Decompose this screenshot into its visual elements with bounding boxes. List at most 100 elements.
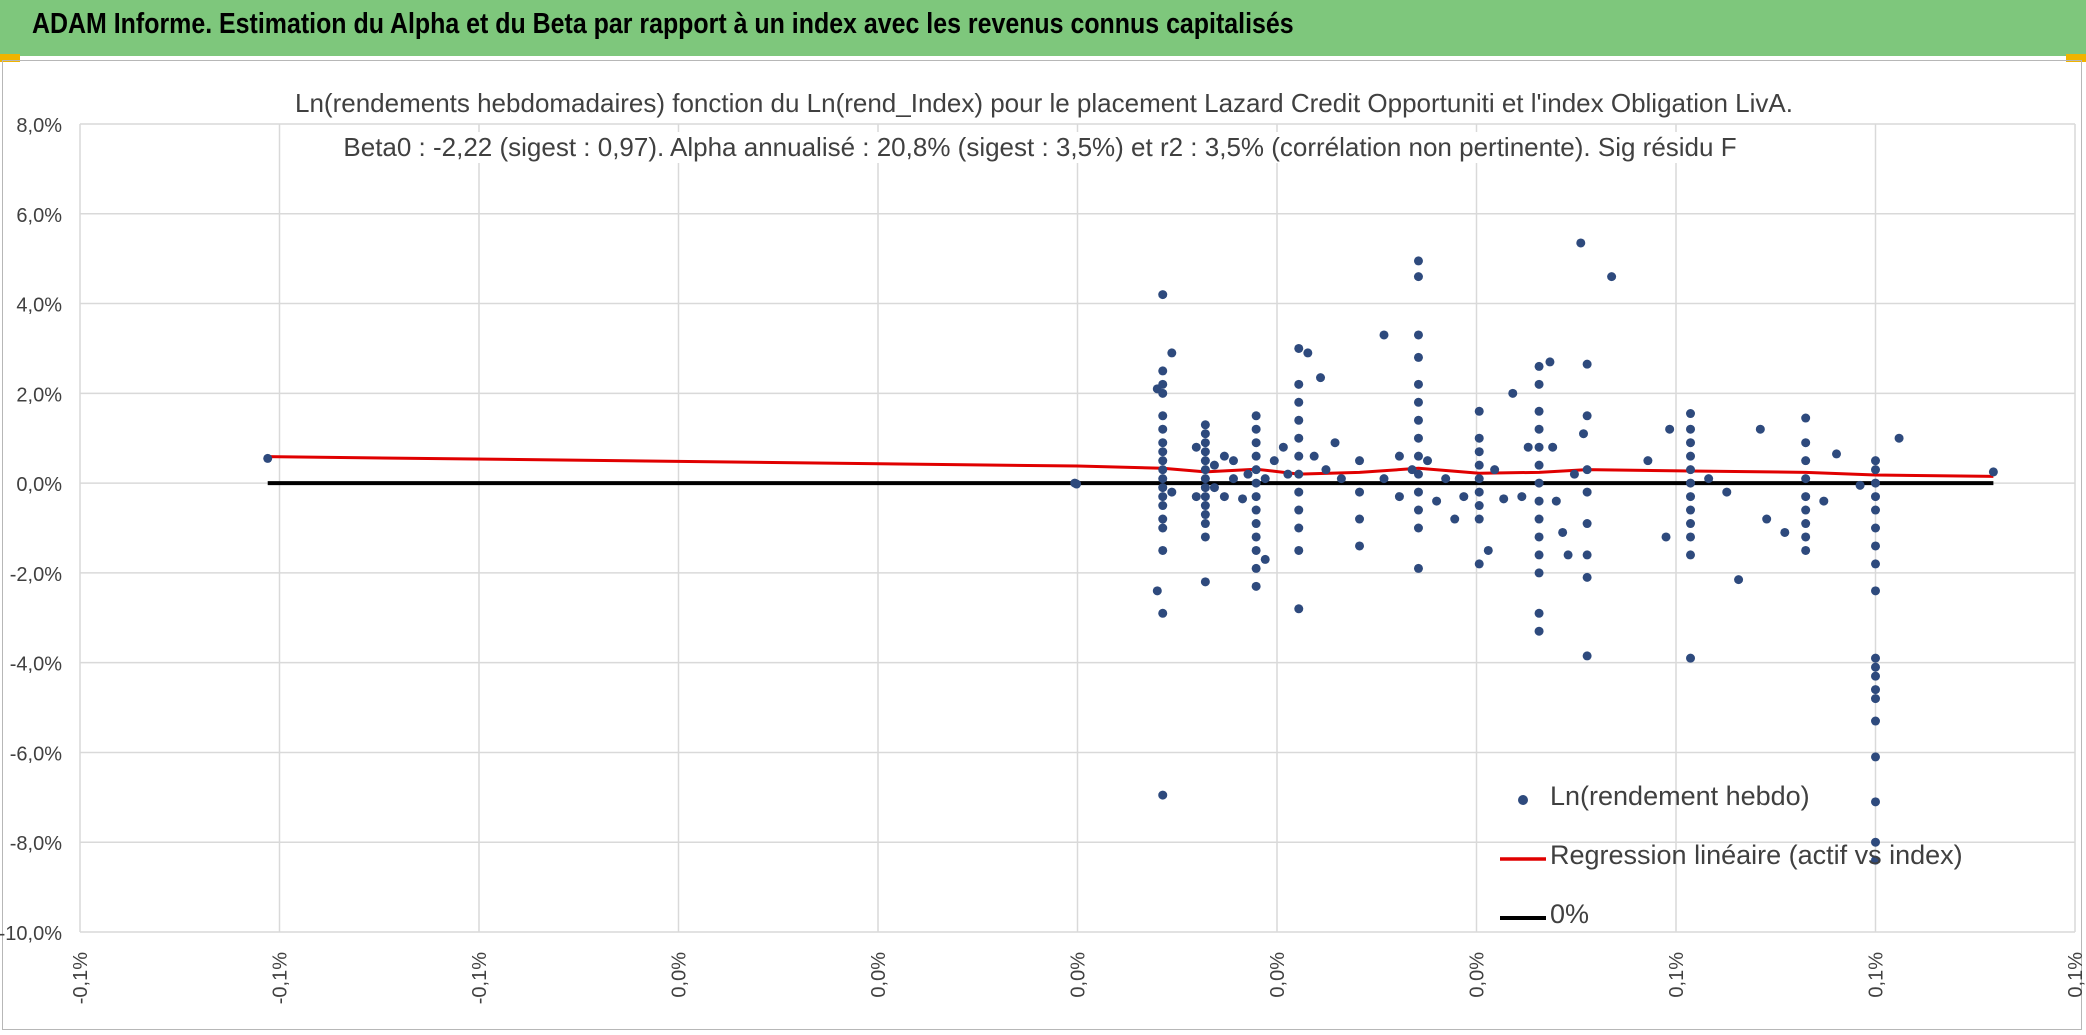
data-point bbox=[1355, 487, 1365, 497]
data-point bbox=[263, 453, 273, 463]
data-point bbox=[1871, 492, 1880, 502]
data-point bbox=[1158, 456, 1168, 466]
data-point bbox=[1643, 456, 1653, 466]
data-point bbox=[1238, 494, 1248, 504]
data-point bbox=[1294, 451, 1304, 461]
data-point bbox=[1534, 442, 1544, 452]
data-point bbox=[1755, 424, 1765, 434]
x-tick-label: 0,0% bbox=[868, 952, 890, 998]
legend-label-zero: 0% bbox=[1550, 899, 1590, 929]
data-point bbox=[1158, 608, 1168, 618]
data-point bbox=[1413, 256, 1423, 266]
data-point bbox=[1072, 479, 1082, 489]
data-point bbox=[1686, 409, 1696, 419]
data-point bbox=[1251, 478, 1261, 488]
data-point bbox=[1200, 483, 1210, 493]
data-point bbox=[1200, 510, 1210, 520]
data-point bbox=[1871, 797, 1880, 807]
x-tick-label: 0,0% bbox=[669, 952, 691, 998]
data-point bbox=[1158, 424, 1168, 434]
data-point bbox=[1158, 366, 1168, 376]
data-point bbox=[1294, 379, 1304, 389]
data-point bbox=[1579, 429, 1589, 439]
data-point bbox=[1158, 290, 1168, 300]
data-point bbox=[1407, 465, 1417, 475]
data-point bbox=[1686, 465, 1696, 475]
return-points-series bbox=[263, 238, 1998, 865]
data-point bbox=[1517, 492, 1527, 502]
data-point bbox=[1534, 514, 1544, 524]
data-point bbox=[1269, 456, 1279, 466]
data-point bbox=[1459, 492, 1469, 502]
data-point bbox=[1819, 496, 1829, 506]
data-point bbox=[1534, 478, 1544, 488]
data-point bbox=[1200, 420, 1210, 430]
data-point bbox=[1158, 438, 1168, 448]
data-point bbox=[1413, 415, 1423, 425]
data-point bbox=[1988, 467, 1998, 477]
data-point bbox=[1871, 478, 1880, 488]
data-point bbox=[1251, 563, 1261, 573]
data-point bbox=[1563, 550, 1573, 560]
data-point bbox=[1871, 559, 1880, 569]
data-point bbox=[1158, 447, 1168, 457]
data-point bbox=[1251, 581, 1261, 591]
data-point bbox=[1582, 465, 1592, 475]
data-point bbox=[1243, 469, 1253, 479]
data-point bbox=[1534, 379, 1544, 389]
data-point bbox=[1871, 523, 1880, 533]
data-point bbox=[1219, 451, 1229, 461]
data-point bbox=[1474, 447, 1484, 457]
x-tick-label: 0,0% bbox=[1068, 952, 1090, 998]
data-point bbox=[1219, 492, 1229, 502]
data-point bbox=[1558, 527, 1568, 537]
data-point bbox=[1158, 545, 1168, 555]
data-point bbox=[1582, 550, 1592, 560]
data-point bbox=[1551, 496, 1561, 506]
y-tick-label: 6,0% bbox=[16, 205, 62, 227]
data-point bbox=[1251, 424, 1261, 434]
data-point bbox=[1871, 716, 1880, 726]
data-point bbox=[1413, 505, 1423, 515]
y-tick-label: -2,0% bbox=[10, 564, 62, 586]
data-point bbox=[1330, 438, 1340, 448]
data-point bbox=[1294, 469, 1304, 479]
x-tick-label: 0,1% bbox=[2065, 952, 2086, 998]
data-point bbox=[1260, 554, 1270, 564]
data-point bbox=[1251, 451, 1261, 461]
data-point bbox=[1704, 474, 1714, 484]
data-point bbox=[1534, 361, 1544, 371]
x-tick-label: 0,0% bbox=[1467, 952, 1489, 998]
data-point bbox=[1686, 550, 1696, 560]
data-point bbox=[1355, 514, 1365, 524]
data-point bbox=[1762, 514, 1772, 524]
data-point bbox=[1474, 474, 1484, 484]
data-point bbox=[1379, 474, 1389, 484]
data-point bbox=[1871, 855, 1880, 865]
data-point bbox=[1871, 837, 1880, 847]
data-point bbox=[1209, 483, 1219, 493]
data-point bbox=[1379, 330, 1389, 340]
data-point bbox=[1734, 575, 1744, 585]
data-point bbox=[1686, 532, 1696, 542]
data-point bbox=[1780, 527, 1790, 537]
data-point bbox=[1200, 492, 1210, 502]
data-point bbox=[1582, 487, 1592, 497]
data-point bbox=[1483, 545, 1493, 555]
data-point bbox=[1423, 456, 1433, 466]
data-point bbox=[1661, 532, 1671, 542]
data-point bbox=[1413, 523, 1423, 533]
data-point bbox=[1534, 626, 1544, 636]
data-point bbox=[1336, 474, 1346, 484]
data-point bbox=[1534, 550, 1544, 560]
data-point bbox=[1474, 460, 1484, 470]
data-point bbox=[1801, 545, 1811, 555]
data-point bbox=[1545, 357, 1555, 367]
data-point bbox=[1309, 451, 1319, 461]
data-point bbox=[1200, 465, 1210, 475]
data-point bbox=[1582, 411, 1592, 421]
data-point bbox=[1200, 501, 1210, 511]
data-point bbox=[1294, 545, 1304, 555]
data-point bbox=[1474, 501, 1484, 511]
data-point bbox=[1534, 496, 1544, 506]
